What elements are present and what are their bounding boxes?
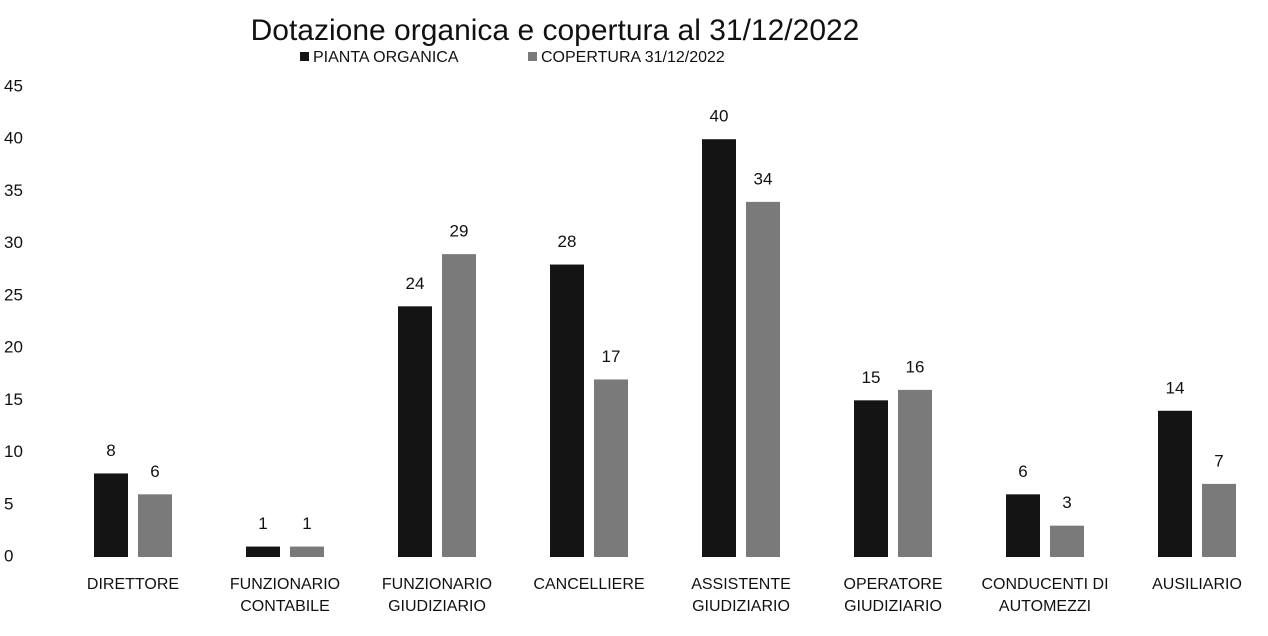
x-tick-label: DIRETTORE <box>86 576 180 593</box>
data-label: 6 <box>150 462 159 481</box>
data-label: 14 <box>1166 378 1185 397</box>
y-tick-label: 40 <box>4 129 23 148</box>
x-tick-label: OPERATORE GIUDIZIARIO <box>843 576 943 615</box>
bar <box>1158 410 1192 557</box>
data-label: 40 <box>710 107 729 126</box>
y-tick-label: 0 <box>4 546 13 565</box>
data-label: 34 <box>754 169 773 188</box>
data-label: 15 <box>862 368 881 387</box>
legend-label: PIANTA ORGANICA <box>313 49 459 66</box>
bar <box>138 494 172 557</box>
bar <box>94 473 128 557</box>
y-tick-label: 20 <box>4 338 23 357</box>
x-tick-label: CONDUCENTI DI AUTOMEZZI <box>981 576 1109 615</box>
y-tick-label: 45 <box>4 76 23 95</box>
bar <box>1050 525 1084 557</box>
x-tick-label: AUSILIARIO <box>1152 576 1242 593</box>
bar <box>702 139 736 557</box>
bar <box>246 546 280 557</box>
bar <box>290 546 324 557</box>
x-tick-label: CANCELLIERE <box>533 576 645 593</box>
y-tick-label: 5 <box>4 494 13 513</box>
data-label: 17 <box>602 347 621 366</box>
bar <box>1202 483 1236 557</box>
y-tick-label: 25 <box>4 285 23 304</box>
data-label: 6 <box>1018 462 1027 481</box>
data-label: 7 <box>1214 451 1223 470</box>
data-label: 1 <box>302 514 311 533</box>
bar <box>746 201 780 557</box>
y-tick-label: 10 <box>4 442 23 461</box>
data-label: 1 <box>258 514 267 533</box>
data-label: 3 <box>1062 493 1071 512</box>
legend-label: COPERTURA 31/12/2022 <box>541 49 725 66</box>
bar <box>1006 494 1040 557</box>
chart-title: Dotazione organica e copertura al 31/12/… <box>251 14 860 47</box>
x-tick-label: FUNZIONARIO CONTABILE <box>229 576 341 615</box>
y-tick-label: 35 <box>4 181 23 200</box>
legend-swatch <box>528 52 537 61</box>
bar <box>550 264 584 557</box>
bar <box>594 379 628 557</box>
y-tick-label: 30 <box>4 233 23 252</box>
y-tick-label: 15 <box>4 390 23 409</box>
bar <box>442 254 476 557</box>
data-label: 24 <box>406 274 425 293</box>
data-label: 28 <box>558 232 577 251</box>
bar <box>398 306 432 557</box>
data-label: 16 <box>906 357 925 376</box>
x-tick-label: ASSISTENTE GIUDIZIARIO <box>691 576 791 615</box>
bar <box>898 389 932 557</box>
data-label: 8 <box>106 441 115 460</box>
legend-swatch <box>300 52 309 61</box>
x-tick-label: FUNZIONARIO GIUDIZIARIO <box>381 576 493 615</box>
bar <box>854 400 888 557</box>
data-label: 29 <box>450 222 469 241</box>
